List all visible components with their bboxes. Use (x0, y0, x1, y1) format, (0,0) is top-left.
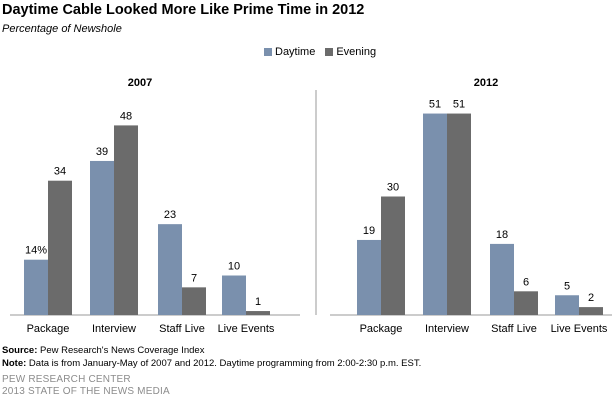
note-line: Note: Data is from January-May of 2007 a… (2, 357, 421, 370)
legend-item-daytime: Daytime (264, 46, 315, 58)
bar-2012-daytime-package (357, 239, 381, 315)
source-text: Pew Research's News Coverage Index (40, 345, 205, 356)
data-label-2007-daytime-interview: 39 (96, 146, 108, 158)
footer: PEW RESEARCH CENTER 2013 STATE OF THE NE… (2, 374, 170, 398)
legend: Daytime Evening (264, 46, 386, 58)
category-label-2012-staff-live: Staff Live (491, 323, 537, 335)
panel-title-2007: 2007 (128, 77, 152, 89)
data-label-2012-evening-interview: 51 (453, 99, 465, 111)
bar-2007-evening-staff-live (182, 287, 206, 315)
bar-2007-daytime-staff-live (158, 224, 182, 315)
bar-2012-daytime-live-events (555, 295, 579, 315)
chart-title: Daytime Cable Looked More Like Prime Tim… (2, 2, 365, 18)
bar-2007-evening-interview (114, 125, 138, 316)
note-text: Data is from January-May of 2007 and 201… (28, 358, 422, 369)
data-label-2007-daytime-staff-live: 23 (164, 209, 176, 221)
footer-report: 2013 STATE OF THE NEWS MEDIA (2, 386, 170, 397)
bar-2012-evening-package (381, 196, 405, 315)
data-label-2012-evening-package: 30 (387, 182, 399, 194)
bar-2012-daytime-interview (423, 113, 447, 315)
data-label-2012-daytime-package: 19 (363, 225, 375, 237)
bar-2012-evening-staff-live (514, 291, 538, 315)
data-label-2012-daytime-interview: 51 (429, 99, 441, 111)
legend-swatch-evening (325, 48, 334, 56)
category-label-2007-staff-live: Staff Live (159, 323, 205, 335)
data-label-2007-daytime-package: 14% (25, 245, 47, 257)
category-label-2012-interview: Interview (425, 323, 469, 335)
category-label-2007-interview: Interview (92, 323, 136, 335)
category-label-2007-package: Package (27, 323, 70, 335)
bar-2007-evening-package (48, 180, 72, 315)
footer-org: PEW RESEARCH CENTER (2, 374, 131, 385)
source-label: Source: (2, 345, 38, 356)
bar-2007-daytime-interview (90, 160, 114, 315)
data-label-2007-evening-interview: 48 (120, 110, 132, 122)
data-label-2012-daytime-live-events: 5 (564, 280, 570, 292)
data-label-2012-evening-staff-live: 6 (523, 276, 529, 288)
data-label-2007-evening-package: 34 (54, 166, 66, 178)
panel-title-2012: 2012 (474, 77, 498, 89)
data-label-2012-evening-live-events: 2 (588, 292, 594, 304)
category-label-2007-live-events: Live Events (218, 323, 275, 335)
legend-label-evening: Evening (336, 46, 377, 58)
chart-subtitle: Percentage of Newshole (2, 23, 122, 35)
bar-2012-evening-live-events (579, 307, 603, 315)
note-label: Note: (2, 358, 27, 369)
bar-2007-evening-live-events (246, 311, 270, 315)
category-label-2012-package: Package (360, 323, 403, 335)
legend-swatch-daytime (264, 48, 272, 56)
notes: Source: Pew Research's News Coverage Ind… (2, 344, 421, 370)
bar-2007-daytime-package (24, 259, 48, 315)
bar-2012-daytime-staff-live (490, 243, 514, 315)
data-label-2007-evening-live-events: 1 (255, 296, 261, 308)
legend-item-evening: Evening (325, 46, 376, 58)
legend-label-daytime: Daytime (275, 46, 316, 58)
bar-2007-daytime-live-events (222, 275, 246, 315)
data-label-2007-evening-staff-live: 7 (191, 272, 197, 284)
data-label-2012-daytime-staff-live: 18 (496, 229, 508, 241)
data-label-2007-daytime-live-events: 10 (228, 261, 240, 273)
bar-2012-evening-interview (447, 113, 471, 315)
source-line: Source: Pew Research's News Coverage Ind… (2, 344, 421, 357)
category-label-2012-live-events: Live Events (551, 323, 608, 335)
